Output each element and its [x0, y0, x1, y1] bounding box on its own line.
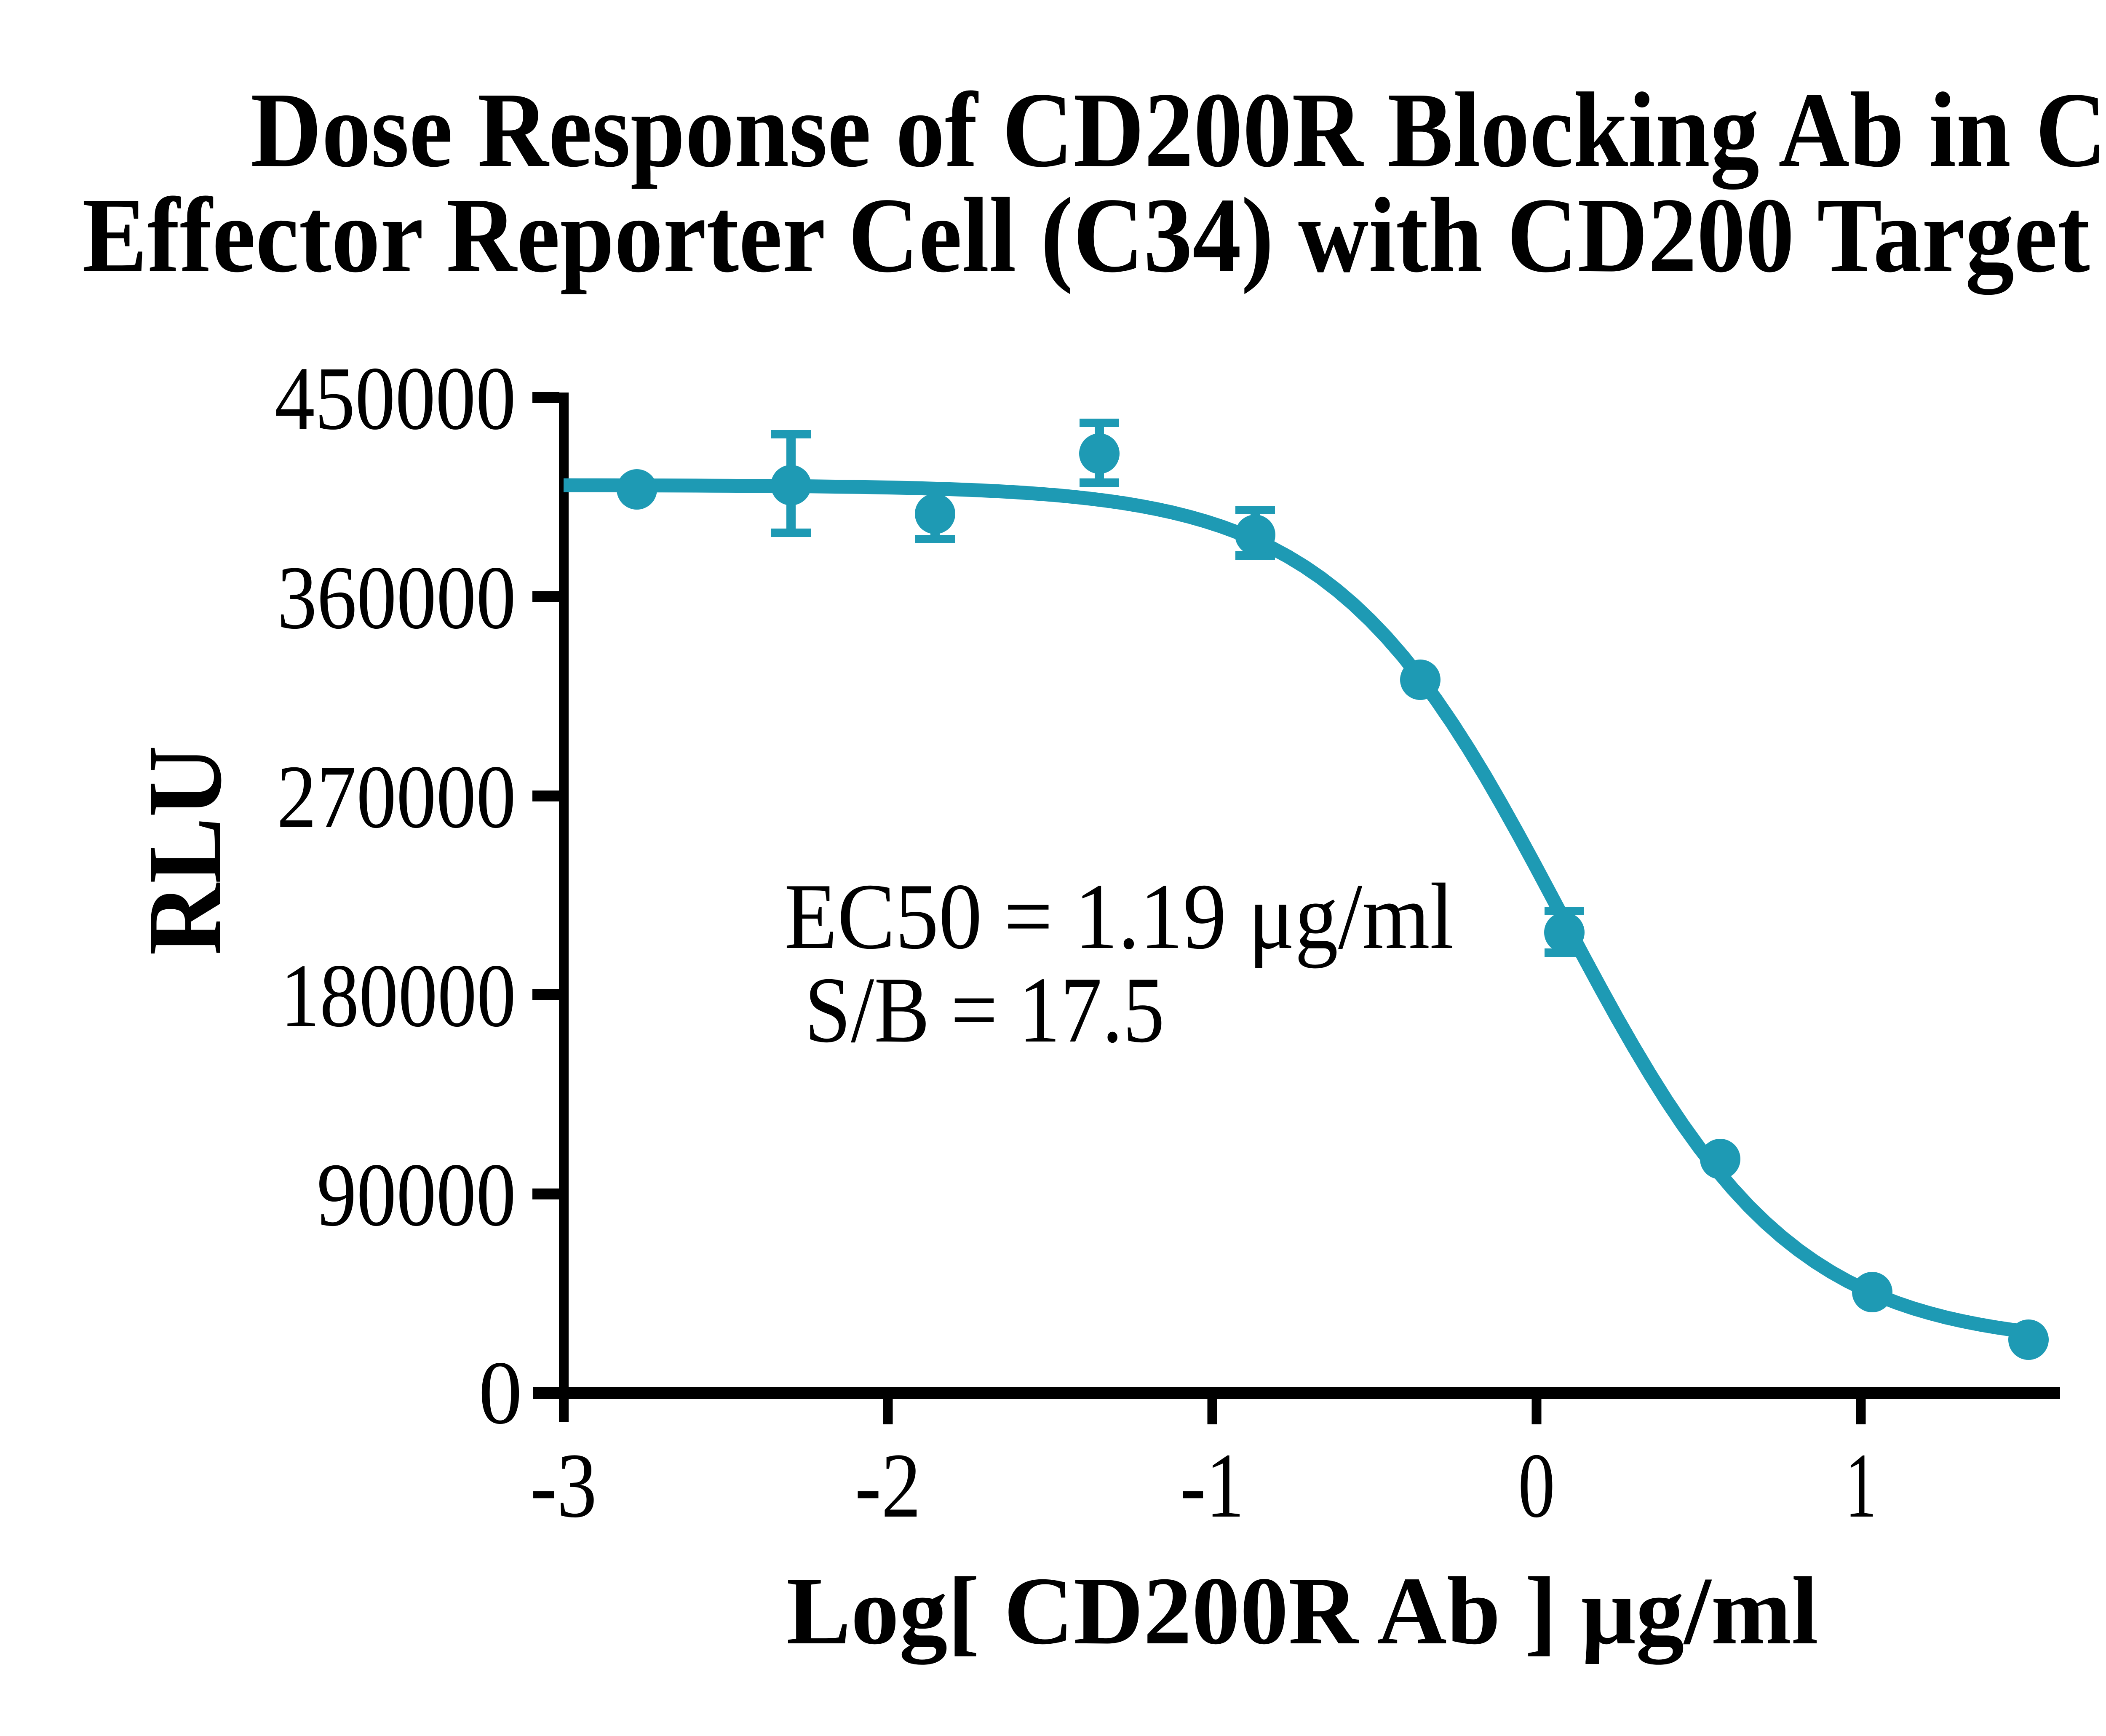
svg-text:EC50 = 1.19 μg/ml: EC50 = 1.19 μg/ml — [784, 864, 1454, 969]
svg-text:1: 1 — [1845, 1434, 1877, 1537]
svg-text:S/B = 17.5: S/B = 17.5 — [804, 958, 1165, 1062]
svg-text:Dose Response of CD200R Blocki: Dose Response of CD200R Blocking Ab in C… — [251, 71, 2106, 190]
svg-text:270000: 270000 — [277, 746, 516, 847]
svg-text:RLU: RLU — [126, 745, 243, 955]
svg-text:-2: -2 — [855, 1434, 921, 1537]
svg-text:Effector Reporter Cell (C34): Effector Reporter Cell (C34) with CD200 … — [82, 176, 2106, 295]
svg-text:180000: 180000 — [281, 945, 516, 1046]
svg-text:90000: 90000 — [317, 1144, 516, 1245]
svg-text:-3: -3 — [530, 1434, 597, 1537]
svg-text:0: 0 — [1518, 1434, 1555, 1537]
svg-text:0: 0 — [478, 1342, 522, 1443]
svg-text:Log[ CD200R Ab ] μg/ml: Log[ CD200R Ab ] μg/ml — [786, 1557, 1818, 1665]
svg-text:450000: 450000 — [275, 348, 516, 449]
svg-text:360000: 360000 — [277, 547, 516, 648]
svg-text:-1: -1 — [1180, 1434, 1244, 1537]
